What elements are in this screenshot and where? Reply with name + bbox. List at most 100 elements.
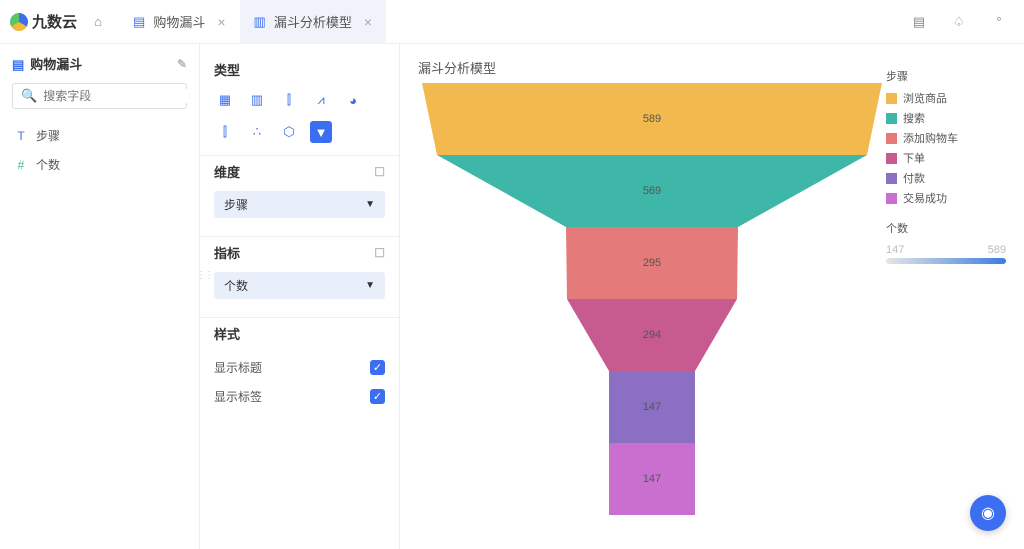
legend-label: 添加购物车 — [903, 130, 958, 146]
chart-icon: ▥ — [254, 14, 266, 30]
segment-value: 147 — [643, 401, 661, 413]
tab-漏斗分析模型[interactable]: ▥ 漏斗分析模型 × — [240, 0, 387, 44]
metric-legend-title: 个数 — [886, 220, 1006, 236]
chart-type-table[interactable]: ▦ — [214, 89, 236, 111]
edit-icon[interactable]: ✎ — [177, 57, 187, 71]
chart-type-radar[interactable]: ⬡ — [278, 121, 300, 143]
text-field-icon: T — [14, 129, 28, 143]
field-search[interactable]: 🔍 — [12, 83, 187, 109]
chart-type-bar[interactable]: ⫿ — [278, 89, 300, 111]
segment-value: 295 — [643, 257, 661, 269]
style-row-显示标签: 显示标签 ✓ — [214, 382, 385, 411]
brand-text: 九数云 — [32, 11, 77, 32]
fields-panel-title: ▤ 购物漏斗 ✎ — [12, 54, 187, 73]
search-icon: 🔍 — [21, 88, 37, 104]
field-label: 步骤 — [36, 127, 60, 144]
checkbox[interactable]: ✓ — [370, 389, 385, 404]
help-fab[interactable]: ◉ — [970, 495, 1006, 531]
chart-type-line[interactable]: ⩘ — [310, 89, 332, 111]
value-slider[interactable] — [886, 258, 1006, 264]
legend-item[interactable]: 付款 — [886, 170, 1006, 186]
chart-title: 漏斗分析模型 — [418, 58, 886, 77]
tab-strip: ▤ 购物漏斗 × ▥ 漏斗分析模型 × — [119, 0, 386, 44]
dataset-name: 购物漏斗 — [30, 57, 82, 72]
bell-icon[interactable]: ♤ — [944, 7, 974, 37]
legend-item[interactable]: 交易成功 — [886, 190, 1006, 206]
top-bar: 九数云 ⌂ ▤ 购物漏斗 × ▥ 漏斗分析模型 × ▤ ♤ ° — [0, 0, 1024, 44]
tab-label: 漏斗分析模型 — [274, 12, 352, 31]
home-icon[interactable]: ⌂ — [83, 7, 113, 37]
dim-section-title: 维度 ☐ — [214, 162, 385, 181]
funnel-segment[interactable]: 147 — [422, 443, 882, 515]
search-input[interactable] — [43, 89, 198, 103]
clipboard-icon[interactable]: ▤ — [904, 7, 934, 37]
chart-type-grid: ▦ ▥ ⫿ ⩘ ◕ ⫿ ∴ ⬡ ▼ — [214, 89, 385, 143]
dimension-pill[interactable]: 步骤 ▼ — [214, 191, 385, 218]
funnel-segment[interactable]: 295 — [422, 227, 882, 299]
legend-label: 浏览商品 — [903, 90, 947, 106]
doc-icon: ▤ — [12, 57, 24, 72]
type-section-title: 类型 — [214, 60, 385, 79]
topbar-right: ▤ ♤ ° — [898, 7, 1014, 37]
checkbox[interactable]: ✓ — [370, 360, 385, 375]
legend-label: 交易成功 — [903, 190, 947, 206]
funnel-chart: 589 569 295 294 147 147 — [422, 83, 882, 515]
style-label: 显示标签 — [214, 388, 262, 405]
style-label: 显示标题 — [214, 359, 262, 376]
user-icon[interactable]: ° — [984, 7, 1014, 37]
legend-swatch — [886, 93, 897, 104]
segment-value: 147 — [643, 473, 661, 485]
dimension-label: 步骤 — [224, 196, 248, 213]
chart-type-pivot[interactable]: ▥ — [246, 89, 268, 111]
segment-value: 569 — [643, 185, 661, 197]
chart-type-scatter[interactable]: ∴ — [246, 121, 268, 143]
fields-panel: ▤ 购物漏斗 ✎ 🔍 T 步骤 # 个数 — [0, 44, 200, 549]
field-label: 个数 — [36, 156, 60, 173]
brand-logo: 九数云 — [10, 11, 77, 32]
legend-label: 搜索 — [903, 110, 925, 126]
legend-swatch — [886, 133, 897, 144]
chart-type-combo[interactable]: ⫿ — [214, 121, 236, 143]
slider-min: 147 — [886, 244, 904, 256]
legend-swatch — [886, 113, 897, 124]
funnel-segment[interactable]: 294 — [422, 299, 882, 371]
segment-value: 589 — [643, 113, 661, 125]
legend-swatch — [886, 173, 897, 184]
style-section-title: 样式 — [214, 324, 385, 343]
legend-swatch — [886, 153, 897, 164]
close-icon[interactable]: × — [217, 14, 225, 30]
legend-label: 下单 — [903, 150, 925, 166]
briefcase-icon[interactable]: ☐ — [374, 246, 385, 260]
chevron-down-icon: ▼ — [365, 199, 375, 210]
number-field-icon: # — [14, 158, 28, 172]
main-area: ▤ 购物漏斗 ✎ 🔍 T 步骤 # 个数 类型 ▦ ▥ ⫿ ⩘ ◕ ⫿ ∴ ⬡ ▼ 维度 ☐ 步骤… — [0, 44, 1024, 549]
logo-mark-icon — [10, 13, 28, 31]
legend-item[interactable]: 添加购物车 — [886, 130, 1006, 146]
funnel-segment[interactable]: 569 — [422, 155, 882, 227]
metric-section-title: 指标 ☐ — [214, 243, 385, 262]
segment-value: 294 — [643, 329, 661, 341]
style-row-显示标题: 显示标题 ✓ — [214, 353, 385, 382]
chart-type-pie[interactable]: ◕ — [342, 89, 364, 111]
funnel-segment[interactable]: 589 — [422, 83, 882, 155]
legend-label: 付款 — [903, 170, 925, 186]
resize-handle-icon[interactable]: ⋮⋮ — [196, 270, 212, 281]
legend: 步骤 浏览商品 搜索 添加购物车 下单 付款 交易成功 个数 147 589 — [886, 58, 1006, 535]
close-icon[interactable]: × — [364, 14, 372, 30]
legend-swatch — [886, 193, 897, 204]
briefcase-icon[interactable]: ☐ — [374, 165, 385, 179]
field-个数[interactable]: # 个数 — [12, 150, 187, 179]
metric-pill[interactable]: 个数 ▼ — [214, 272, 385, 299]
tab-购物漏斗[interactable]: ▤ 购物漏斗 × — [119, 0, 240, 44]
legend-item[interactable]: 搜索 — [886, 110, 1006, 126]
chart-area: 漏斗分析模型 589 569 295 294 147 147 步骤 浏览商品 搜… — [400, 44, 1024, 549]
legend-item[interactable]: 下单 — [886, 150, 1006, 166]
field-步骤[interactable]: T 步骤 — [12, 121, 187, 150]
legend-item[interactable]: 浏览商品 — [886, 90, 1006, 106]
chart-type-funnel[interactable]: ▼ — [310, 121, 332, 143]
tab-label: 购物漏斗 — [153, 12, 205, 31]
slider-labels: 147 589 — [886, 244, 1006, 256]
funnel-segment[interactable]: 147 — [422, 371, 882, 443]
config-panel: 类型 ▦ ▥ ⫿ ⩘ ◕ ⫿ ∴ ⬡ ▼ 维度 ☐ 步骤 ▼ 指标 ☐ 个数 ▼ 样式 — [200, 44, 400, 549]
chevron-down-icon: ▼ — [365, 280, 375, 291]
